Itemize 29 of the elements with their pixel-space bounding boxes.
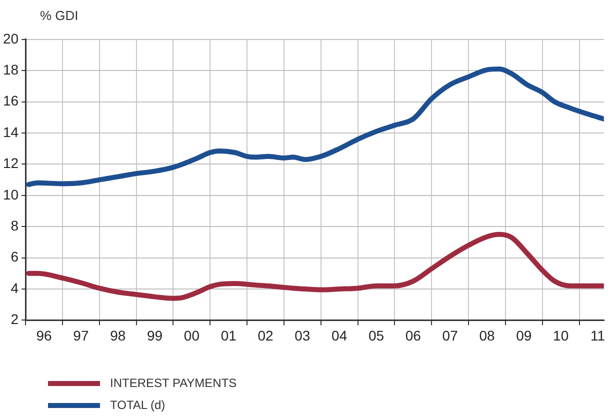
legend-label: INTEREST PAYMENTS	[110, 376, 237, 390]
x-tick-label: 02	[258, 327, 274, 344]
y-tick-label: 2	[10, 311, 19, 328]
x-tick-label: 08	[479, 327, 495, 344]
x-tick-label: 05	[368, 327, 384, 344]
x-tick-label: 01	[220, 327, 237, 344]
y-tick-label: 14	[2, 124, 19, 140]
y-tick-label: 10	[2, 186, 19, 202]
legend-label: TOTAL (d)	[110, 398, 166, 412]
x-tick-label: 07	[442, 327, 458, 344]
y-tick-label: 16	[2, 92, 19, 109]
x-tick-label: 99	[146, 327, 163, 344]
y-tick-label: 20	[2, 30, 19, 46]
y-tick-label: 18	[2, 61, 19, 78]
x-tick-label: 04	[332, 327, 348, 344]
x-tick-label: 00	[184, 327, 200, 344]
x-tick-label: 03	[294, 327, 310, 344]
y-tick-label: 6	[10, 248, 19, 265]
y-axis-title: % GDI	[40, 8, 78, 23]
x-tick-label: 96	[36, 327, 52, 344]
x-tick-label: 98	[110, 327, 126, 344]
x-tick-label: 10	[553, 327, 569, 344]
y-tick-label: 8	[10, 217, 19, 234]
x-tick-label: 09	[516, 327, 532, 344]
y-tick-label: 4	[10, 280, 19, 296]
y-tick-label: 12	[2, 155, 19, 172]
x-tick-label: 06	[405, 327, 422, 344]
x-tick-label: 97	[73, 327, 89, 344]
x-tick-label: 11	[590, 327, 606, 344]
